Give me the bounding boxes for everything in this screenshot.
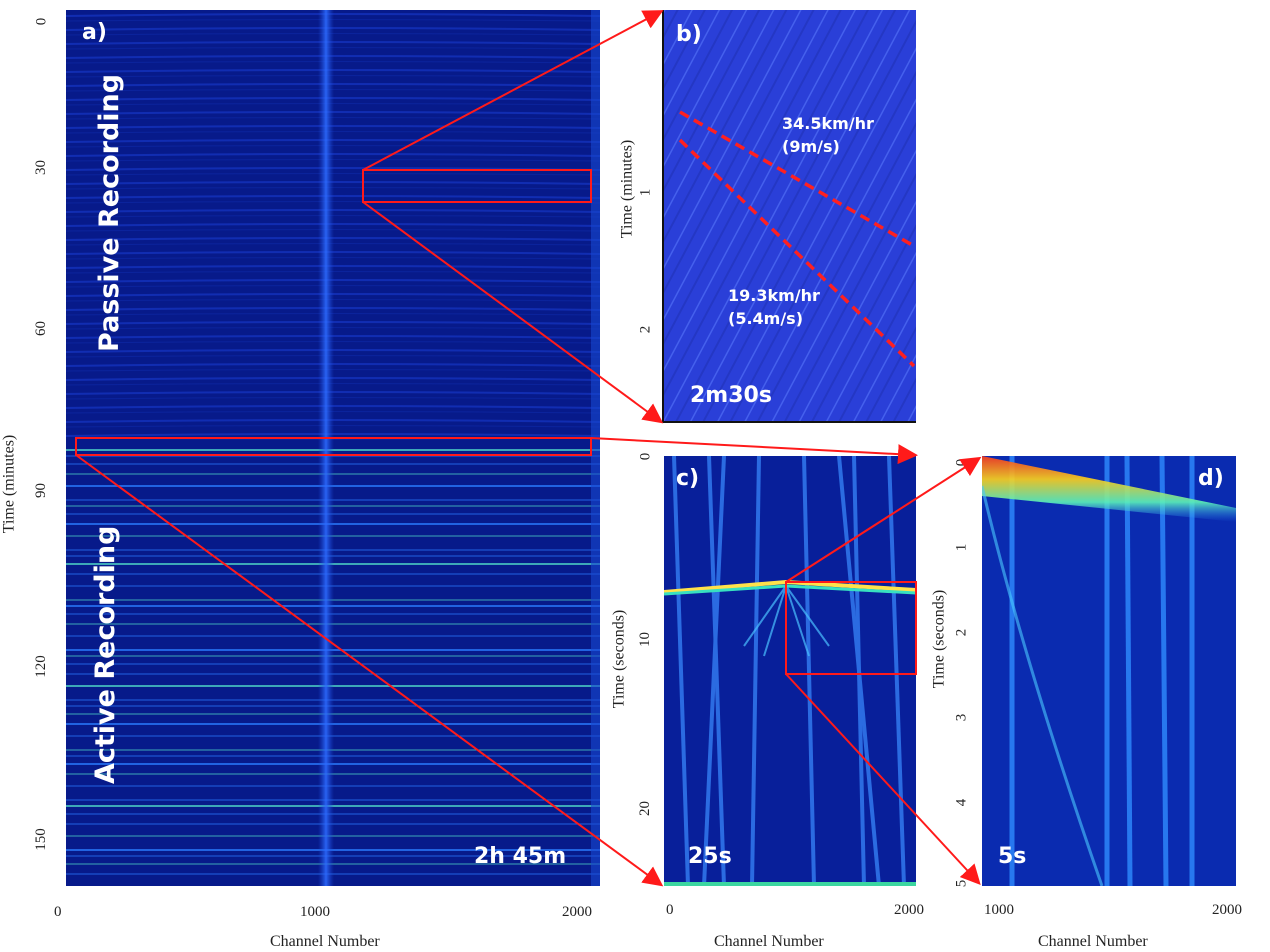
panel-b-axis-line [662,10,664,423]
panel-a-ytick-30: 30 [33,160,49,175]
panel-b-letter: b) [676,22,702,47]
panel-a-ytick-90: 90 [33,483,49,498]
panel-a-xtick-2000: 2000 [562,904,592,920]
panel-a-ytick-60: 60 [33,321,49,336]
panel-b-speed2-ms: (5.4m/s) [728,309,804,328]
panel-d-ytick-4: 4 [953,798,970,807]
panel-c-xlabel: Channel Number [714,933,824,950]
panel-d-ytick-0: 0 [953,458,970,467]
passive-recording-label: Passive Recording [94,73,125,352]
panel-a-ylabel: Time (minutes) [0,434,18,534]
panel-a-xtick-1000: 1000 [300,904,330,920]
panel-c-image [664,456,916,886]
panel-c-ytick-20: 20 [637,801,653,816]
panel-c-duration: 25s [688,844,732,869]
panel-d-image [982,456,1236,886]
panel-b-ytick-2: 2 [637,325,654,334]
panel-d-xtick-1000: 1000 [984,902,1014,918]
panel-b-speed2-kmh: 19.3km/hr [728,286,820,305]
panel-d-duration: 5s [998,844,1027,869]
panel-c-xtick-0: 0 [666,902,674,918]
panel-a-ytick-150: 150 [32,828,49,851]
panel-b-heatmap [664,10,916,423]
panel-d-ytick-5: 5 [953,879,970,888]
panel-b-image [664,10,916,423]
panel-d-xlabel: Channel Number [1038,933,1148,950]
panel-b-ylabel: Time (minutes) [618,139,636,239]
panel-c-ylabel: Time (seconds) [610,609,628,709]
panel-c-letter: c) [676,466,700,491]
active-recording-label: Active Recording [90,525,121,784]
panel-c-ytick-10: 10 [637,632,653,647]
panel-a-duration: 2h 45m [474,844,567,869]
panel-b-bottom-line [662,421,916,423]
panel-c-heatmap [664,456,916,886]
panel-b-ytick-1: 1 [637,188,654,197]
panel-a-image [66,10,600,886]
panel-a-ytick-120: 120 [32,655,49,678]
panel-a-xlabel: Channel Number [270,933,380,950]
panel-b-speed1-kmh: 34.5km/hr [782,114,874,133]
panel-d-ytick-2: 2 [953,628,970,637]
panel-d-ytick-3: 3 [953,713,970,722]
panel-d-ytick-1: 1 [953,543,970,552]
panel-c-xtick-2000: 2000 [894,902,924,918]
panel-b-speed1-ms: (9m/s) [782,137,840,156]
panel-d-xtick-2000: 2000 [1212,902,1242,918]
panel-d-ylabel: Time (seconds) [930,589,948,689]
panel-d-heatmap [982,456,1236,886]
panel-a-heatmap [66,10,600,886]
panel-a-xtick-0: 0 [54,904,62,920]
panel-d-letter: d) [1198,466,1224,491]
panel-c-ytick-0: 0 [637,452,654,461]
panel-a-ytick-0: 0 [33,17,50,26]
panel-a-letter: a) [82,20,107,45]
panel-b-duration: 2m30s [690,383,772,408]
